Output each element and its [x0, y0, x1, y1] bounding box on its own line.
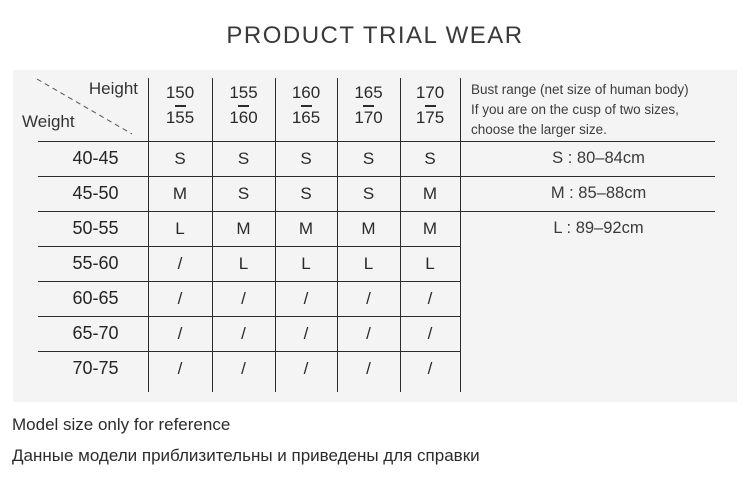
grid-line — [275, 78, 276, 392]
bust-note-line: choose the larger size. — [471, 121, 607, 137]
size-cell: / — [241, 288, 246, 308]
size-cell: S — [362, 183, 375, 203]
grid-line — [38, 351, 460, 352]
size-cell: / — [303, 323, 309, 343]
size-cell: M — [422, 218, 438, 238]
range-dash — [300, 104, 312, 107]
grid-line — [38, 211, 715, 212]
height-to: 170 — [354, 107, 383, 127]
grid-line — [148, 78, 149, 392]
height-column-header: 170 175 — [400, 70, 460, 141]
size-cell: / — [241, 358, 246, 378]
size-cell: / — [241, 323, 246, 343]
bust-note-line: If you are on the cusp of two sizes, — [471, 101, 679, 117]
range-dash — [238, 104, 249, 107]
height-to: 165 — [291, 107, 321, 127]
grid-line — [38, 141, 715, 142]
size-cell: S — [362, 148, 375, 168]
size-cell: S — [174, 148, 186, 168]
grid-line — [400, 78, 401, 392]
weight-label: 45-50 — [72, 183, 119, 203]
height-from: 165 — [354, 83, 383, 103]
size-cell: / — [177, 323, 183, 343]
footnote-russian: Данные модели приблизительны и приведены… — [12, 446, 480, 465]
height-to: 155 — [165, 107, 195, 127]
grid-line — [38, 316, 460, 317]
size-cell: S — [237, 148, 250, 168]
weight-label: 50-55 — [72, 218, 119, 238]
weight-label: 65-70 — [72, 323, 119, 343]
size-cell: L — [363, 253, 374, 273]
size-cell: S — [300, 148, 312, 168]
range-dash — [363, 104, 374, 107]
footnote-english: Model size only for reference — [12, 415, 231, 434]
size-cell: M — [361, 218, 376, 238]
size-cell: / — [177, 253, 183, 273]
weight-label: 70-75 — [72, 358, 119, 378]
size-cell: / — [366, 323, 371, 343]
diagonal-divider — [36, 78, 133, 135]
grid-line — [38, 281, 460, 282]
height-from: 160 — [291, 83, 321, 103]
height-column-header: 165 170 — [337, 70, 400, 141]
bust-note: Bust range (net size of human body) If y… — [460, 70, 737, 141]
bust-range-l: L : 89–92cm — [553, 219, 644, 237]
size-cell: L — [175, 218, 185, 238]
grid-line — [337, 78, 338, 392]
bust-range-m: M : 85–88cm — [550, 184, 647, 202]
size-cell: / — [427, 288, 433, 308]
height-column-header: 150 155 — [148, 70, 212, 141]
height-from: 155 — [229, 83, 258, 103]
corner-header-cell: Height Weight — [13, 70, 148, 141]
height-axis-label: Height — [88, 79, 138, 98]
page-title: PRODUCT TRIAL WEAR — [226, 22, 524, 49]
range-dash — [424, 104, 436, 107]
height-column-header: 160 165 — [275, 70, 337, 141]
size-cell: / — [303, 288, 309, 308]
grid-line — [212, 78, 213, 392]
size-cell: M — [236, 218, 251, 238]
size-cell: M — [172, 183, 188, 203]
range-dash — [174, 104, 186, 107]
weight-label: 40-45 — [72, 148, 119, 168]
size-cell: M — [422, 183, 438, 203]
size-cell: / — [366, 288, 371, 308]
size-cell: / — [303, 358, 309, 378]
size-cell: S — [424, 148, 436, 168]
size-cell: L — [425, 253, 435, 273]
size-cell: L — [238, 253, 249, 273]
size-cell: S — [300, 183, 312, 203]
height-to: 175 — [415, 107, 445, 127]
weight-label: 55-60 — [72, 253, 119, 273]
size-cell: M — [298, 218, 314, 238]
height-from: 170 — [415, 83, 445, 103]
size-cell: / — [177, 288, 183, 308]
size-cell: L — [301, 253, 311, 273]
weight-label: 60-65 — [72, 288, 119, 308]
bust-range-s: S : 80–84cm — [552, 149, 645, 167]
size-cell: / — [177, 358, 183, 378]
size-cell: / — [366, 358, 371, 378]
height-from: 150 — [165, 83, 195, 103]
size-cell: S — [237, 183, 250, 203]
height-column-header: 155 160 — [212, 70, 275, 141]
weight-axis-label: Weight — [22, 112, 75, 131]
size-cell: / — [427, 358, 433, 378]
size-chart-table: Height Weight 150 155 155 160 160 165 16… — [13, 70, 737, 402]
size-cell: / — [427, 323, 433, 343]
grid-line — [38, 246, 460, 247]
grid-line — [460, 78, 461, 392]
grid-line — [38, 176, 715, 177]
bust-note-line: Bust range (net size of human body) — [471, 82, 689, 97]
height-to: 160 — [229, 107, 258, 127]
